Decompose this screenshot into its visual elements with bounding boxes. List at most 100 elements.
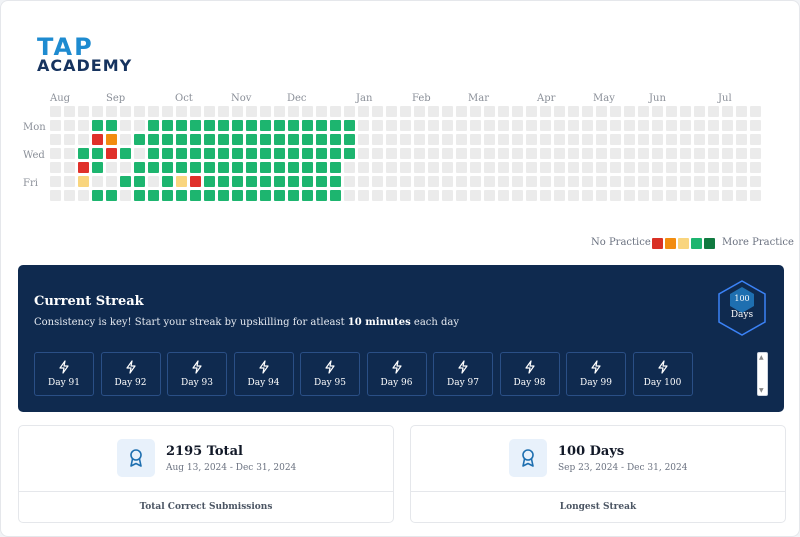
heatmap-cell[interactable] — [428, 176, 439, 187]
heatmap-cell[interactable] — [148, 120, 159, 131]
heatmap-cell[interactable] — [442, 162, 453, 173]
heatmap-cell[interactable] — [456, 162, 467, 173]
heatmap-cell[interactable] — [596, 106, 607, 117]
heatmap-cell[interactable] — [134, 120, 145, 131]
heatmap-cell[interactable] — [148, 134, 159, 145]
heatmap-cell[interactable] — [302, 176, 313, 187]
heatmap-cell[interactable] — [190, 134, 201, 145]
heatmap-cell[interactable] — [638, 120, 649, 131]
heatmap-cell[interactable] — [78, 162, 89, 173]
heatmap-cell[interactable] — [610, 176, 621, 187]
heatmap-cell[interactable] — [176, 106, 187, 117]
heatmap-cell[interactable] — [344, 162, 355, 173]
heatmap-cell[interactable] — [358, 134, 369, 145]
heatmap-cell[interactable] — [162, 176, 173, 187]
heatmap-cell[interactable] — [302, 106, 313, 117]
heatmap-cell[interactable] — [414, 148, 425, 159]
heatmap-cell[interactable] — [302, 162, 313, 173]
heatmap-cell[interactable] — [344, 120, 355, 131]
heatmap-cell[interactable] — [750, 190, 761, 201]
tap-academy-logo[interactable]: TAP ACADEMY — [37, 35, 132, 75]
heatmap-cell[interactable] — [568, 106, 579, 117]
heatmap-cell[interactable] — [120, 106, 131, 117]
heatmap-cell[interactable] — [498, 106, 509, 117]
heatmap-cell[interactable] — [246, 148, 257, 159]
heatmap-cell[interactable] — [260, 134, 271, 145]
heatmap-cell[interactable] — [106, 162, 117, 173]
heatmap-cell[interactable] — [232, 148, 243, 159]
heatmap-cell[interactable] — [148, 106, 159, 117]
heatmap-cell[interactable] — [288, 162, 299, 173]
heatmap-cell[interactable] — [470, 162, 481, 173]
heatmap-cell[interactable] — [624, 106, 635, 117]
heatmap-cell[interactable] — [708, 148, 719, 159]
heatmap-cell[interactable] — [694, 106, 705, 117]
heatmap-cell[interactable] — [750, 120, 761, 131]
heatmap-cell[interactable] — [302, 120, 313, 131]
heatmap-cell[interactable] — [134, 134, 145, 145]
heatmap-cell[interactable] — [372, 162, 383, 173]
heatmap-cell[interactable] — [666, 162, 677, 173]
heatmap-cell[interactable] — [330, 106, 341, 117]
day-list-scrollbar[interactable]: ▲ ▼ — [757, 352, 768, 396]
heatmap-cell[interactable] — [540, 148, 551, 159]
heatmap-cell[interactable] — [316, 148, 327, 159]
heatmap-cell[interactable] — [204, 190, 215, 201]
heatmap-cell[interactable] — [372, 176, 383, 187]
heatmap-cell[interactable] — [736, 120, 747, 131]
heatmap-cell[interactable] — [204, 148, 215, 159]
heatmap-cell[interactable] — [330, 148, 341, 159]
heatmap-cell[interactable] — [372, 120, 383, 131]
heatmap-cell[interactable] — [722, 190, 733, 201]
heatmap-cell[interactable] — [64, 162, 75, 173]
heatmap-cell[interactable] — [232, 134, 243, 145]
heatmap-cell[interactable] — [680, 176, 691, 187]
heatmap-cell[interactable] — [442, 176, 453, 187]
heatmap-cell[interactable] — [540, 176, 551, 187]
heatmap-cell[interactable] — [470, 134, 481, 145]
heatmap-cell[interactable] — [610, 148, 621, 159]
heatmap-cell[interactable] — [736, 190, 747, 201]
heatmap-cell[interactable] — [218, 162, 229, 173]
heatmap-cell[interactable] — [316, 134, 327, 145]
heatmap-cell[interactable] — [596, 120, 607, 131]
heatmap-cell[interactable] — [204, 176, 215, 187]
heatmap-cell[interactable] — [64, 106, 75, 117]
heatmap-cell[interactable] — [386, 176, 397, 187]
heatmap-cell[interactable] — [414, 134, 425, 145]
heatmap-cell[interactable] — [554, 148, 565, 159]
heatmap-cell[interactable] — [148, 162, 159, 173]
heatmap-cell[interactable] — [106, 148, 117, 159]
heatmap-cell[interactable] — [722, 148, 733, 159]
heatmap-cell[interactable] — [288, 106, 299, 117]
heatmap-cell[interactable] — [400, 162, 411, 173]
scroll-up-icon[interactable]: ▲ — [759, 354, 764, 361]
heatmap-cell[interactable] — [456, 148, 467, 159]
heatmap-cell[interactable] — [624, 120, 635, 131]
heatmap-cell[interactable] — [526, 162, 537, 173]
heatmap-cell[interactable] — [162, 148, 173, 159]
heatmap-cell[interactable] — [512, 190, 523, 201]
heatmap-cell[interactable] — [526, 176, 537, 187]
heatmap-cell[interactable] — [372, 148, 383, 159]
heatmap-cell[interactable] — [442, 134, 453, 145]
heatmap-cell[interactable] — [274, 176, 285, 187]
heatmap-cell[interactable] — [568, 148, 579, 159]
heatmap-cell[interactable] — [218, 106, 229, 117]
heatmap-cell[interactable] — [624, 148, 635, 159]
heatmap-cell[interactable] — [316, 106, 327, 117]
heatmap-cell[interactable] — [554, 162, 565, 173]
streak-day-card[interactable]: Day 96 — [366, 352, 427, 396]
heatmap-cell[interactable] — [666, 120, 677, 131]
heatmap-cell[interactable] — [50, 190, 61, 201]
heatmap-cell[interactable] — [568, 162, 579, 173]
heatmap-cell[interactable] — [134, 162, 145, 173]
heatmap-cell[interactable] — [442, 190, 453, 201]
heatmap-cell[interactable] — [92, 190, 103, 201]
heatmap-cell[interactable] — [330, 190, 341, 201]
heatmap-cell[interactable] — [694, 162, 705, 173]
heatmap-cell[interactable] — [176, 134, 187, 145]
heatmap-cell[interactable] — [400, 190, 411, 201]
heatmap-cell[interactable] — [162, 162, 173, 173]
heatmap-cell[interactable] — [694, 134, 705, 145]
